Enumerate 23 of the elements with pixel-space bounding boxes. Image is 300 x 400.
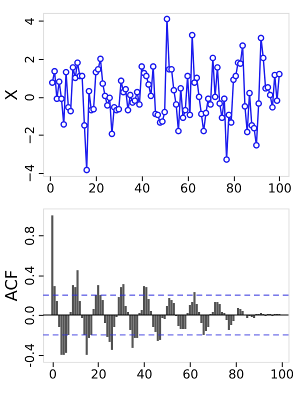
x-tick-label: 60 xyxy=(182,366,198,382)
x-tick-label: 0 xyxy=(46,180,55,196)
x-tick-label: 20 xyxy=(88,180,104,196)
y-tick-label: -0.4 xyxy=(22,343,38,368)
x-tick-label: 40 xyxy=(136,366,152,382)
y-axis-title: ACF xyxy=(2,270,21,302)
y-tick-label: 2 xyxy=(22,55,38,64)
y-tick-label: −4 xyxy=(22,164,38,182)
x-tick-label: 0 xyxy=(48,366,57,382)
x-tick-label: 40 xyxy=(134,180,150,196)
x-tick-label: 80 xyxy=(228,366,244,382)
y-axis-title: X xyxy=(2,89,21,100)
x-tick-label: 100 xyxy=(270,366,294,382)
y-tick-label: 0.4 xyxy=(22,266,38,286)
y-tick-label: −2 xyxy=(22,126,38,145)
x-tick-label: 80 xyxy=(226,180,242,196)
y-tick-label: 0 xyxy=(22,93,38,102)
x-tick-label: 60 xyxy=(180,180,196,196)
x-tick-label: 20 xyxy=(90,366,107,382)
y-tick-label: 0.0 xyxy=(22,306,38,326)
x-tick-label: 100 xyxy=(268,180,292,196)
y-tick-label: 4 xyxy=(22,17,38,26)
y-tick-label: 0.8 xyxy=(22,226,38,246)
